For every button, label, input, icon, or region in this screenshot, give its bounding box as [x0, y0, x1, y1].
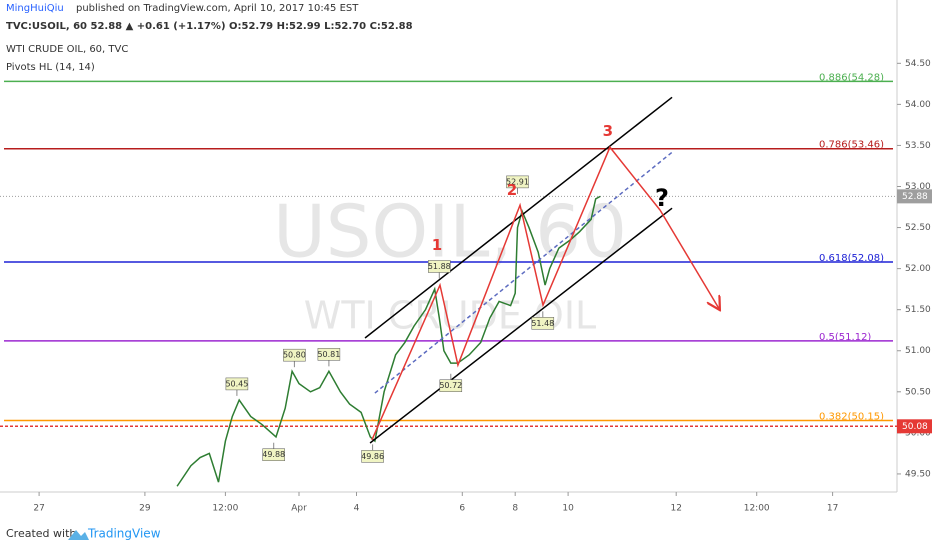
pivot-box — [317, 348, 341, 361]
pivot-label: 49.88 — [262, 450, 285, 459]
x-tick-label: 12 — [670, 504, 681, 514]
price-tag-bg — [897, 419, 932, 434]
fib-label: 0.5(51.12) — [819, 332, 871, 343]
y-tick-label: 49.50 — [905, 469, 931, 479]
fib-label: 0.786(53.46) — [819, 140, 884, 151]
indicator: Pivots HL (14, 14) — [6, 62, 95, 73]
x-tick-label: 12:00 — [744, 504, 770, 514]
annotation: 2 — [507, 181, 517, 199]
y-tick-label: 51.00 — [905, 346, 931, 356]
y-tick-label: 53.50 — [905, 141, 931, 151]
y-tick-label: 52.50 — [905, 223, 931, 233]
chart-title: WTI CRUDE OIL, 60, TVC — [6, 44, 128, 55]
price-line-series — [176, 195, 601, 487]
x-tick-label: 8 — [512, 504, 518, 514]
y-tick-label: 53.00 — [905, 182, 931, 192]
published: published on TradingView.com, April 10, … — [76, 3, 359, 14]
drawing — [374, 151, 673, 394]
footer-bg — [0, 512, 932, 550]
drawing — [371, 145, 661, 441]
price-tag: 52.88 — [902, 192, 928, 202]
pivot-label: 50.81 — [317, 350, 340, 359]
x-tick-label: 4 — [354, 504, 360, 514]
x-tick-label: 10 — [562, 504, 574, 514]
pivot-label: 52.91 — [506, 177, 529, 186]
y-tick-label: 50.50 — [905, 387, 931, 397]
pivot-box — [225, 377, 249, 391]
pivot-label: 51.48 — [531, 319, 554, 328]
y-tick-label: 52.00 — [905, 264, 931, 274]
pivot-box — [531, 317, 555, 330]
y-tick-label: 51.50 — [905, 305, 931, 315]
pivot-label: 50.80 — [283, 351, 306, 360]
watermark: USOIL, 60 — [273, 190, 627, 274]
annotation: 1 — [432, 236, 442, 254]
pivot-box — [361, 450, 384, 463]
pivot-box — [506, 175, 529, 189]
pivot-label: 51.88 — [428, 262, 451, 271]
pivot-box — [439, 379, 463, 392]
y-tick-label: 54.00 — [905, 100, 931, 110]
drawing — [364, 96, 673, 339]
fib-label: 0.886(54.28) — [819, 72, 884, 83]
brand[interactable]: TradingView — [87, 527, 161, 541]
x-tick-label: 6 — [459, 504, 465, 514]
x-tick-label: 29 — [139, 504, 151, 514]
annotation: ? — [655, 184, 669, 212]
pivot-label: 50.72 — [439, 381, 462, 390]
author[interactable]: MingHuiQiu — [6, 3, 64, 14]
quote: TVC:USOIL, 60 52.88 ▲ +0.61 (+1.17%) O:5… — [6, 21, 413, 32]
fib-label: 0.618(52.08) — [819, 253, 884, 264]
x-tick-label: 27 — [33, 504, 44, 514]
annotation: 3 — [603, 122, 613, 140]
created-with: Created with — [6, 527, 76, 540]
pivot-box — [262, 448, 285, 461]
y-tick-label: 54.50 — [905, 59, 931, 69]
drawing — [369, 207, 673, 444]
price-tag-bg — [897, 189, 932, 204]
pivot-label: 50.45 — [225, 379, 248, 388]
x-tick-label: 12:00 — [212, 504, 238, 514]
x-tick-label: 17 — [827, 504, 838, 514]
fib-label: 0.382(50.15) — [819, 412, 884, 423]
pivot-box — [428, 260, 451, 273]
x-tick-label: Apr — [291, 504, 307, 514]
pivot-label: 49.86 — [361, 452, 384, 461]
y-tick-label: 50.00 — [905, 428, 931, 438]
drawing — [659, 209, 720, 310]
pivot-box — [283, 348, 306, 362]
price-tag: 50.08 — [902, 422, 928, 432]
logo — [68, 530, 89, 540]
